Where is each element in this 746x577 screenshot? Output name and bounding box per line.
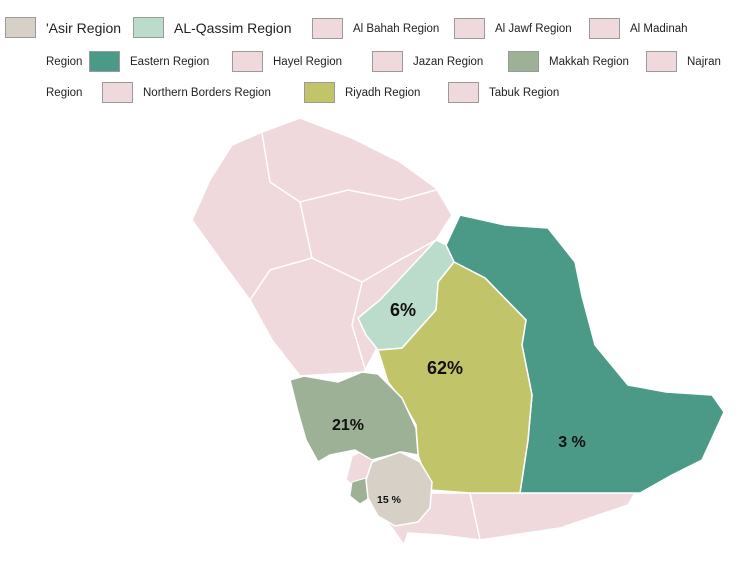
- region-qassim: [357, 239, 455, 351]
- legend-swatch: [5, 17, 36, 38]
- region-boundaries: [249, 132, 481, 541]
- legend-item-riyadh: Riyadh Region: [304, 82, 420, 103]
- label-asir-pct: 15 %: [377, 494, 402, 506]
- legend-item-asir: 'Asir Region: [5, 17, 121, 38]
- region-asir: [365, 451, 433, 527]
- legend-swatch: [508, 51, 539, 72]
- map-legend: 'Asir Region AL-Qassim Region Al Bahah R…: [0, 0, 746, 110]
- legend-label: Riyadh Region: [345, 86, 421, 99]
- label-eastern-pct: 3 %: [558, 434, 586, 451]
- legend-item-bahah: Al Bahah Region: [312, 18, 439, 39]
- legend-swatch: [102, 82, 133, 103]
- legend-item-najran: Najran: [646, 51, 721, 72]
- legend-item-eastern: Eastern Region: [89, 51, 209, 72]
- legend-label: Al Madinah: [630, 22, 688, 35]
- legend-label: Northern Borders Region: [143, 86, 271, 99]
- legend-item-northern-borders: Northern Borders Region: [102, 82, 271, 103]
- legend-swatch: [646, 51, 677, 72]
- legend-swatch: [454, 18, 485, 39]
- legend-label: Hayel Region: [273, 55, 343, 68]
- legend-label: Al Jawf Region: [495, 22, 572, 35]
- legend-label: Tabuk Region: [489, 86, 560, 99]
- legend-item-makkah: Makkah Region: [508, 51, 629, 72]
- legend-swatch: [372, 51, 403, 72]
- legend-swatch: [589, 18, 620, 39]
- legend-swatch: [232, 51, 263, 72]
- label-riyadh-pct: 62%: [427, 358, 463, 378]
- legend-item-jawf: Al Jawf Region: [454, 18, 572, 39]
- legend-item-hayel: Hayel Region: [232, 51, 342, 72]
- legend-item-qassim: AL-Qassim Region: [133, 17, 292, 38]
- legend-item-tabuk: Tabuk Region: [448, 82, 559, 103]
- legend-label: Al Bahah Region: [353, 22, 440, 35]
- legend-swatch: [304, 82, 335, 103]
- label-makkah-pct: 21%: [332, 417, 364, 434]
- legend-label-continued: Region: [46, 87, 83, 99]
- region-makkah: [289, 371, 419, 464]
- legend-label: Najran: [687, 55, 721, 68]
- legend-label: Eastern Region: [130, 55, 210, 68]
- legend-swatch: [89, 51, 120, 72]
- legend-swatch: [133, 17, 164, 38]
- legend-label: AL-Qassim Region: [174, 19, 292, 36]
- legend-item-madinah: Al Madinah: [589, 18, 688, 39]
- label-qassim-pct: 6%: [390, 300, 416, 320]
- legend-item-jazan: Jazan Region: [372, 51, 483, 72]
- legend-label: Makkah Region: [549, 55, 629, 68]
- legend-label-continued: Region: [46, 56, 83, 68]
- legend-label: 'Asir Region: [46, 19, 122, 36]
- legend-swatch: [312, 18, 343, 39]
- legend-label: Jazan Region: [413, 55, 484, 68]
- legend-swatch: [448, 82, 479, 103]
